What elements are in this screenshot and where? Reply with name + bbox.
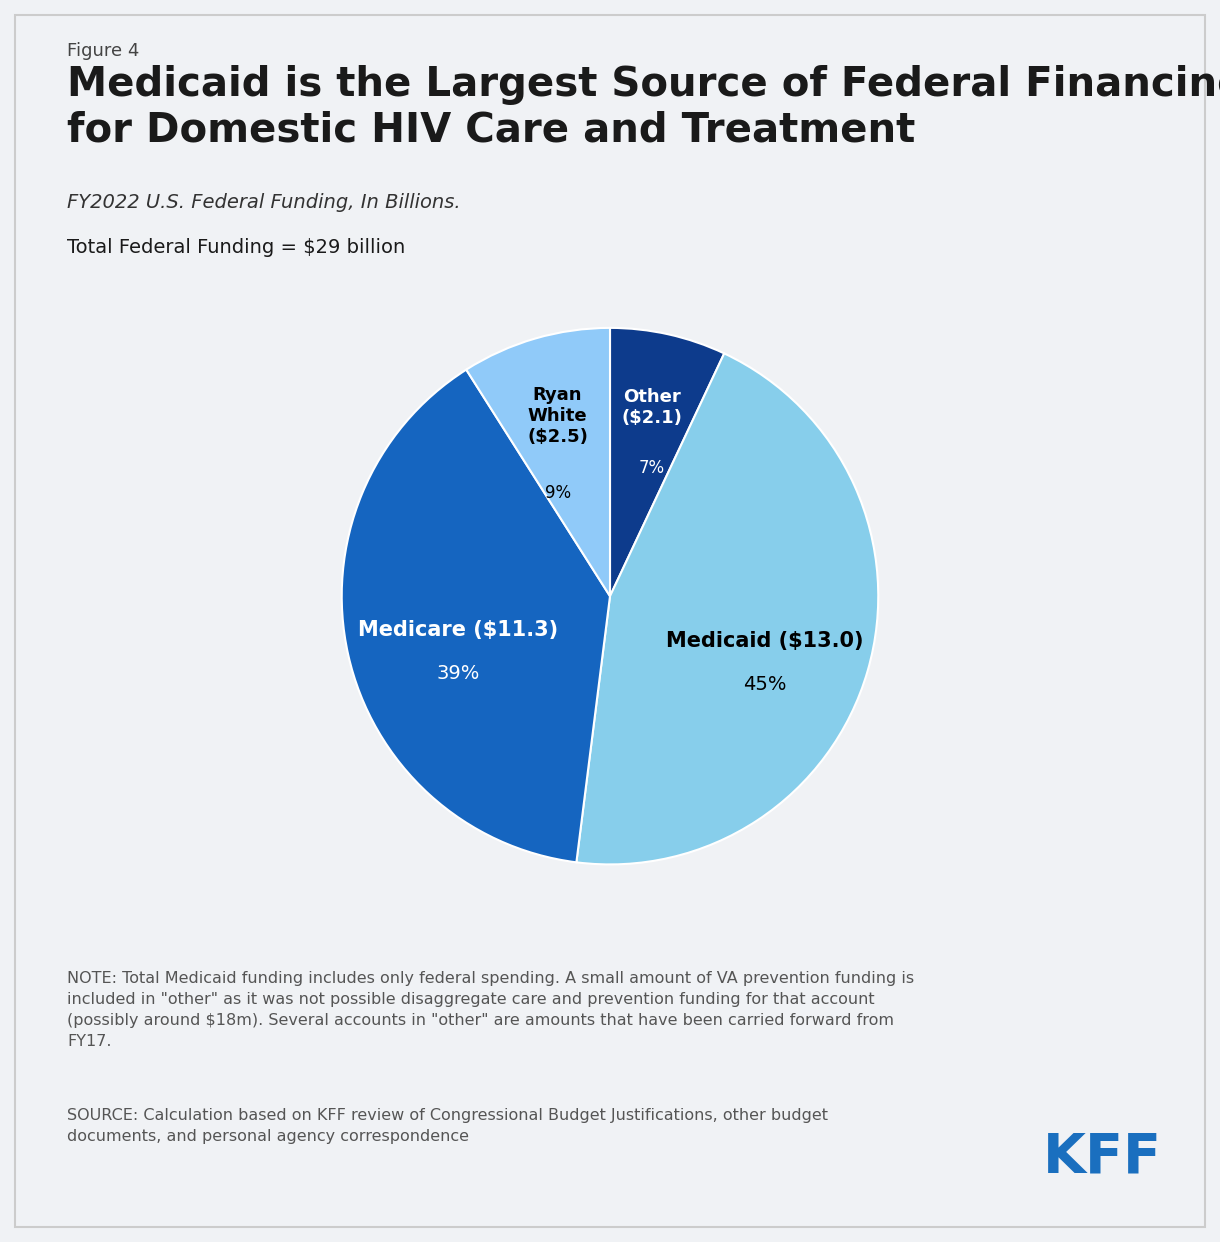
Text: Ryan
White
($2.5): Ryan White ($2.5)	[527, 386, 588, 446]
Text: SOURCE: Calculation based on KFF review of Congressional Budget Justifications, : SOURCE: Calculation based on KFF review …	[67, 1108, 828, 1144]
Wedge shape	[576, 354, 878, 864]
Text: Medicaid is the Largest Source of Federal Financing
for Domestic HIV Care and Tr: Medicaid is the Largest Source of Federa…	[67, 65, 1220, 150]
Wedge shape	[342, 370, 610, 862]
Text: Medicare ($11.3): Medicare ($11.3)	[359, 620, 559, 640]
Text: KFF: KFF	[1043, 1130, 1163, 1184]
Text: 7%: 7%	[639, 458, 665, 477]
Text: 45%: 45%	[743, 674, 787, 693]
Text: Figure 4: Figure 4	[67, 42, 139, 60]
Wedge shape	[610, 328, 725, 596]
Text: 39%: 39%	[437, 663, 479, 683]
Wedge shape	[466, 328, 610, 596]
Text: 9%: 9%	[544, 484, 571, 502]
Text: Other
($2.1): Other ($2.1)	[622, 389, 682, 427]
Text: FY2022 U.S. Federal Funding, In Billions.: FY2022 U.S. Federal Funding, In Billions…	[67, 193, 461, 211]
Text: NOTE: Total Medicaid funding includes only federal spending. A small amount of V: NOTE: Total Medicaid funding includes on…	[67, 971, 914, 1049]
Text: Total Federal Funding = $29 billion: Total Federal Funding = $29 billion	[67, 238, 405, 257]
Text: Medicaid ($13.0): Medicaid ($13.0)	[666, 631, 864, 651]
